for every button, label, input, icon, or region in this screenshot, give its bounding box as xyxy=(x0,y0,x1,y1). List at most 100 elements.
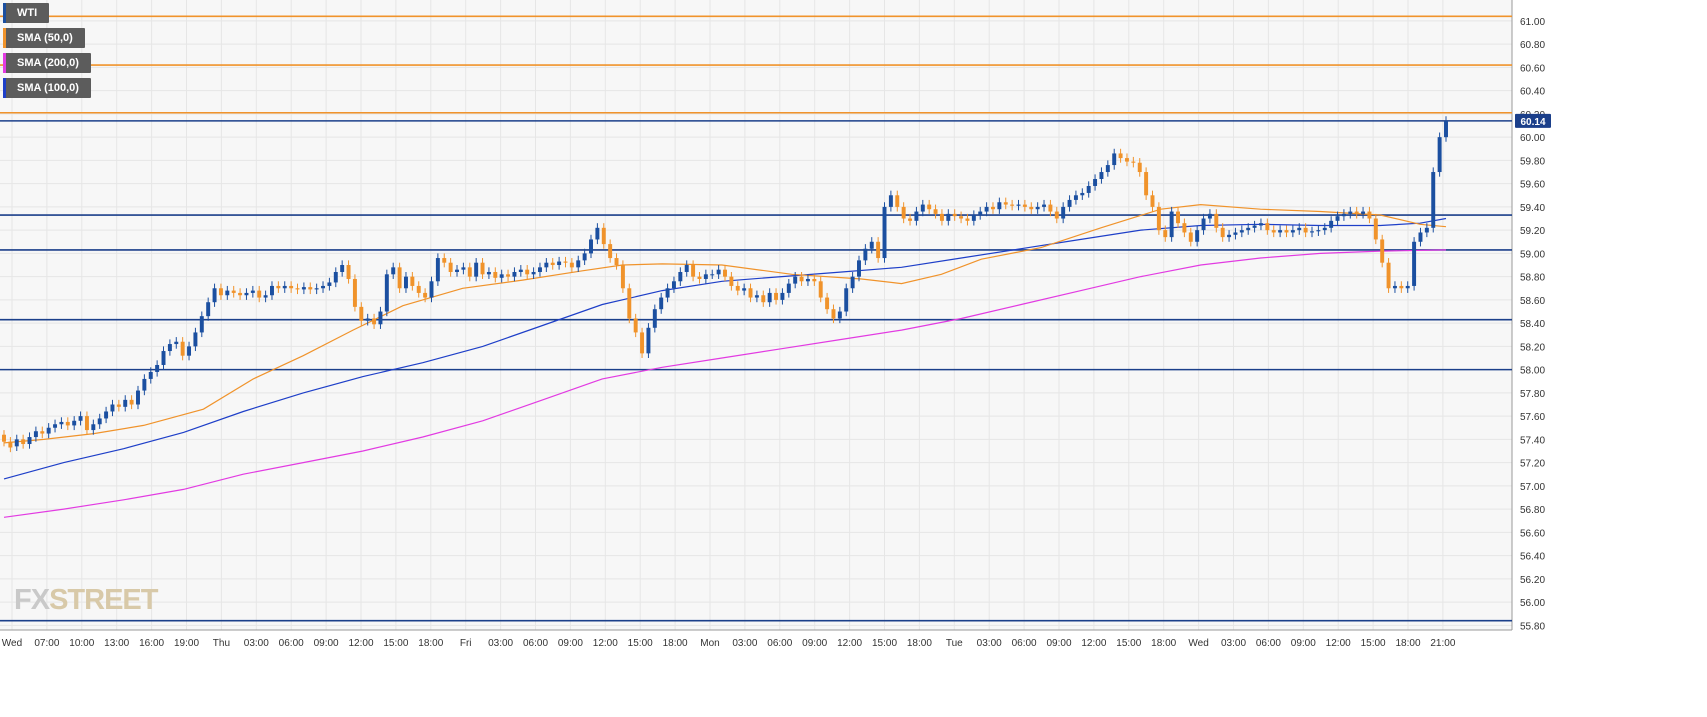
candle-body[interactable] xyxy=(1233,232,1238,235)
candle-body[interactable] xyxy=(805,278,810,282)
candle-body[interactable] xyxy=(206,302,211,317)
candle-body[interactable] xyxy=(359,306,364,321)
candle-body[interactable] xyxy=(65,421,70,426)
candle-body[interactable] xyxy=(282,285,287,289)
candle-body[interactable] xyxy=(21,439,26,445)
candle-body[interactable] xyxy=(384,274,389,312)
candle-body[interactable] xyxy=(333,271,338,283)
candle-body[interactable] xyxy=(161,351,166,365)
candle-body[interactable] xyxy=(40,431,45,434)
candle-body[interactable] xyxy=(270,285,274,296)
candle-body[interactable] xyxy=(391,267,396,275)
candle-body[interactable] xyxy=(825,297,830,310)
candle-body[interactable] xyxy=(365,318,370,321)
candle-body[interactable] xyxy=(1124,158,1129,162)
candle-body[interactable] xyxy=(946,213,951,221)
candle-body[interactable] xyxy=(1086,185,1091,193)
candle-body[interactable] xyxy=(218,288,223,296)
candle-body[interactable] xyxy=(1380,239,1385,263)
candle-body[interactable] xyxy=(116,404,121,407)
candle-body[interactable] xyxy=(512,271,517,277)
candle-body[interactable] xyxy=(895,195,900,207)
candle-body[interactable] xyxy=(59,421,64,425)
candle-body[interactable] xyxy=(888,195,893,207)
candle-body[interactable] xyxy=(939,213,944,221)
candle-body[interactable] xyxy=(997,202,1002,210)
legend-item-sma100[interactable]: SMA (100,0) xyxy=(3,78,91,98)
candle-body[interactable] xyxy=(799,276,804,282)
candle-body[interactable] xyxy=(110,404,115,412)
candle-body[interactable] xyxy=(46,427,51,434)
candle-body[interactable] xyxy=(8,441,13,448)
candle-body[interactable] xyxy=(850,276,855,289)
candle-body[interactable] xyxy=(1246,227,1251,231)
candle-body[interactable] xyxy=(959,216,964,219)
candle-body[interactable] xyxy=(1297,227,1302,231)
candle-body[interactable] xyxy=(908,218,913,221)
candle-body[interactable] xyxy=(1405,285,1410,289)
candle-body[interactable] xyxy=(1112,153,1117,166)
candle-body[interactable] xyxy=(876,241,881,259)
legend-item-wti[interactable]: WTI xyxy=(3,3,50,23)
candle-body[interactable] xyxy=(180,341,185,356)
candle-body[interactable] xyxy=(1373,218,1378,240)
candle-body[interactable] xyxy=(1022,204,1027,207)
candle-body[interactable] xyxy=(589,239,593,254)
candle-body[interactable] xyxy=(1335,216,1340,221)
candle-body[interactable] xyxy=(1048,204,1053,212)
candle-body[interactable] xyxy=(91,424,96,431)
candle-body[interactable] xyxy=(378,311,383,325)
candle-body[interactable] xyxy=(818,281,823,298)
candle-body[interactable] xyxy=(1105,165,1110,173)
candle-body[interactable] xyxy=(640,332,645,354)
candle-body[interactable] xyxy=(289,285,294,289)
candle-body[interactable] xyxy=(544,262,549,268)
candle-body[interactable] xyxy=(716,269,721,275)
candle-body[interactable] xyxy=(793,276,798,284)
candle-body[interactable] xyxy=(978,211,983,216)
candle-body[interactable] xyxy=(1067,199,1072,207)
candle-body[interactable] xyxy=(97,418,102,425)
candle-body[interactable] xyxy=(952,213,957,217)
candle-body[interactable] xyxy=(518,269,523,272)
candle-body[interactable] xyxy=(582,253,587,261)
candle-body[interactable] xyxy=(1214,213,1219,228)
candle-body[interactable] xyxy=(1437,137,1442,173)
candle-body[interactable] xyxy=(742,288,747,291)
candle-body[interactable] xyxy=(263,295,268,298)
candle-body[interactable] xyxy=(1392,285,1397,289)
candle-body[interactable] xyxy=(933,209,938,214)
candle-body[interactable] xyxy=(595,227,600,240)
candle-body[interactable] xyxy=(72,420,77,426)
candle-body[interactable] xyxy=(27,437,32,445)
candle-body[interactable] xyxy=(397,267,402,289)
candle-body[interactable] xyxy=(901,206,906,219)
candle-body[interactable] xyxy=(155,364,160,372)
candle-body[interactable] xyxy=(403,276,408,289)
candle-body[interactable] xyxy=(920,204,925,212)
candle-body[interactable] xyxy=(767,292,772,303)
candle-body[interactable] xyxy=(614,258,619,266)
candle-body[interactable] xyxy=(786,283,791,293)
candle-body[interactable] xyxy=(1150,195,1155,207)
candle-body[interactable] xyxy=(148,371,153,379)
candle-body[interactable] xyxy=(569,262,574,268)
candle-body[interactable] xyxy=(710,274,715,276)
candle-body[interactable] xyxy=(276,285,281,289)
candle-body[interactable] xyxy=(174,341,179,345)
candle-body[interactable] xyxy=(1163,230,1168,238)
candle-body[interactable] xyxy=(1271,230,1276,233)
candle-body[interactable] xyxy=(754,295,759,298)
candle-body[interactable] xyxy=(136,390,140,405)
candle-body[interactable] xyxy=(1367,211,1372,219)
candle-body[interactable] xyxy=(461,267,466,270)
candle-body[interactable] xyxy=(671,281,676,289)
candle-body[interactable] xyxy=(678,271,683,282)
candle-body[interactable] xyxy=(244,292,249,296)
candle-body[interactable] xyxy=(646,327,651,354)
candle-body[interactable] xyxy=(435,258,440,282)
candle-body[interactable] xyxy=(684,265,689,272)
candle-body[interactable] xyxy=(1220,227,1225,238)
candle-body[interactable] xyxy=(53,424,58,428)
